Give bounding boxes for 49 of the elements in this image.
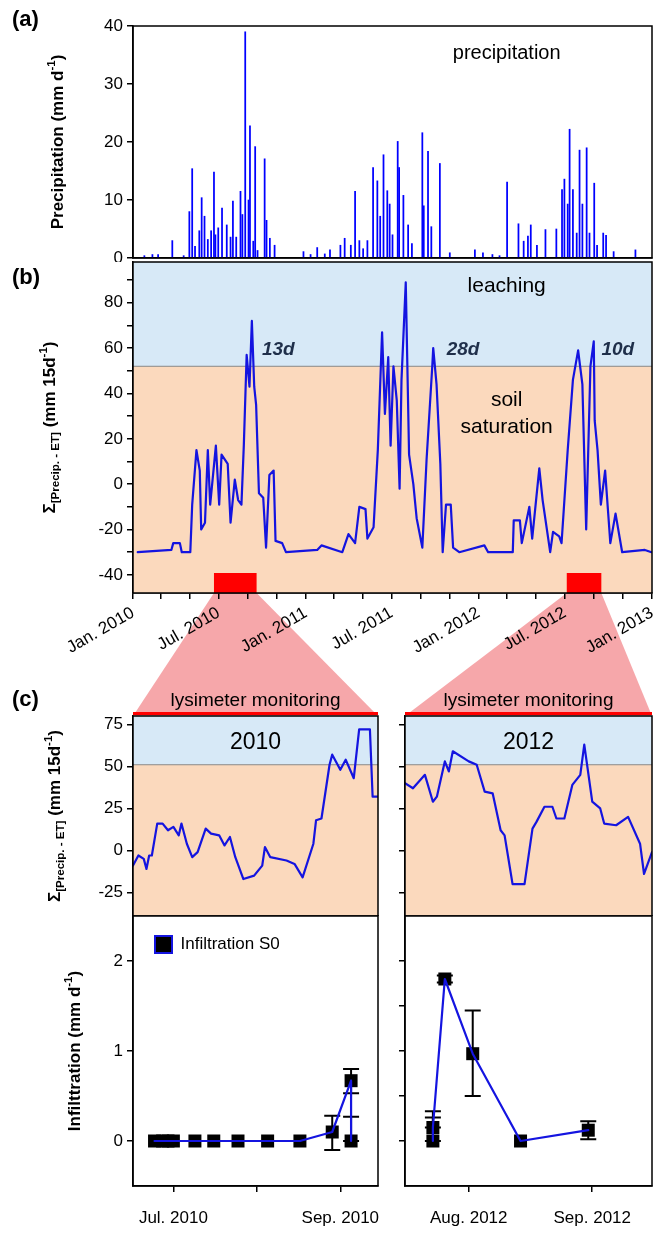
y-axis-title: Σ[Precip. - ET] (mm 15d-1): [37, 341, 61, 514]
y-tick-label: 50: [104, 756, 123, 776]
x-tick-label: Jan. 2013: [582, 602, 657, 657]
annotation: 2012: [502, 728, 555, 755]
y-tick-label: 60: [104, 337, 123, 357]
annotation: 10d: [601, 338, 635, 360]
annotation: 2010: [229, 728, 282, 755]
y-tick-label: 40: [104, 383, 123, 403]
y-tick-label: 20: [104, 428, 123, 448]
y-tick-label: -40: [98, 564, 123, 584]
x-tick-label: Aug. 2012: [429, 1207, 508, 1227]
y-tick-label: 40: [104, 15, 123, 35]
x-tick-label: Jul. 2010: [153, 602, 224, 654]
y-tick-label: 0: [113, 1130, 123, 1150]
x-tick-label: Sep. 2010: [301, 1207, 380, 1227]
annotation: 13d: [261, 338, 296, 360]
x-tick-label: Jul. 2011: [327, 602, 396, 654]
band-label: leaching: [467, 272, 546, 296]
text: lysimeter monitoring: [443, 689, 614, 711]
y-axis-title: Σ[Precip. - ET] (mm 15d-1): [42, 730, 66, 902]
x-tick-label: Jan. 2011: [237, 602, 311, 657]
text: lysimeter monitoring: [170, 689, 341, 711]
annotation: 28d: [445, 338, 480, 360]
x-tick-label: Jan. 2012: [408, 602, 484, 657]
x-tick-label: Jan. 2010: [63, 602, 138, 657]
y-tick-label: 75: [104, 714, 123, 734]
y-tick-label: 0: [113, 840, 123, 860]
y-axis-title: Infilttration (mm d-1): [62, 970, 84, 1132]
y-tick-label: -25: [98, 882, 123, 902]
legend-label: Infiltration S0: [180, 934, 280, 954]
y-tick-label: 0: [113, 473, 123, 493]
y-tick-label: -20: [98, 519, 123, 539]
x-tick-label: Jul. 2010: [138, 1207, 208, 1227]
band-label: soil saturation: [460, 387, 553, 438]
y-tick-label: 10: [104, 189, 123, 209]
chart-title: (b): [12, 264, 41, 290]
y-tick-label: 80: [104, 292, 123, 312]
y-axis-title: Precipitation (mm d-1): [45, 54, 67, 230]
annotation: precipitation: [452, 40, 561, 63]
x-tick-label: Sep. 2012: [553, 1207, 631, 1227]
chart-title: (a): [12, 6, 39, 32]
chart-title: (c): [12, 686, 39, 712]
y-tick-label: 2: [113, 950, 123, 970]
y-tick-label: 20: [104, 131, 123, 151]
y-tick-label: 0: [113, 247, 123, 267]
y-tick-label: 1: [113, 1040, 123, 1060]
y-tick-label: 30: [104, 73, 123, 93]
x-tick-label: Jul. 2012: [500, 602, 570, 654]
y-tick-label: 25: [104, 798, 123, 818]
